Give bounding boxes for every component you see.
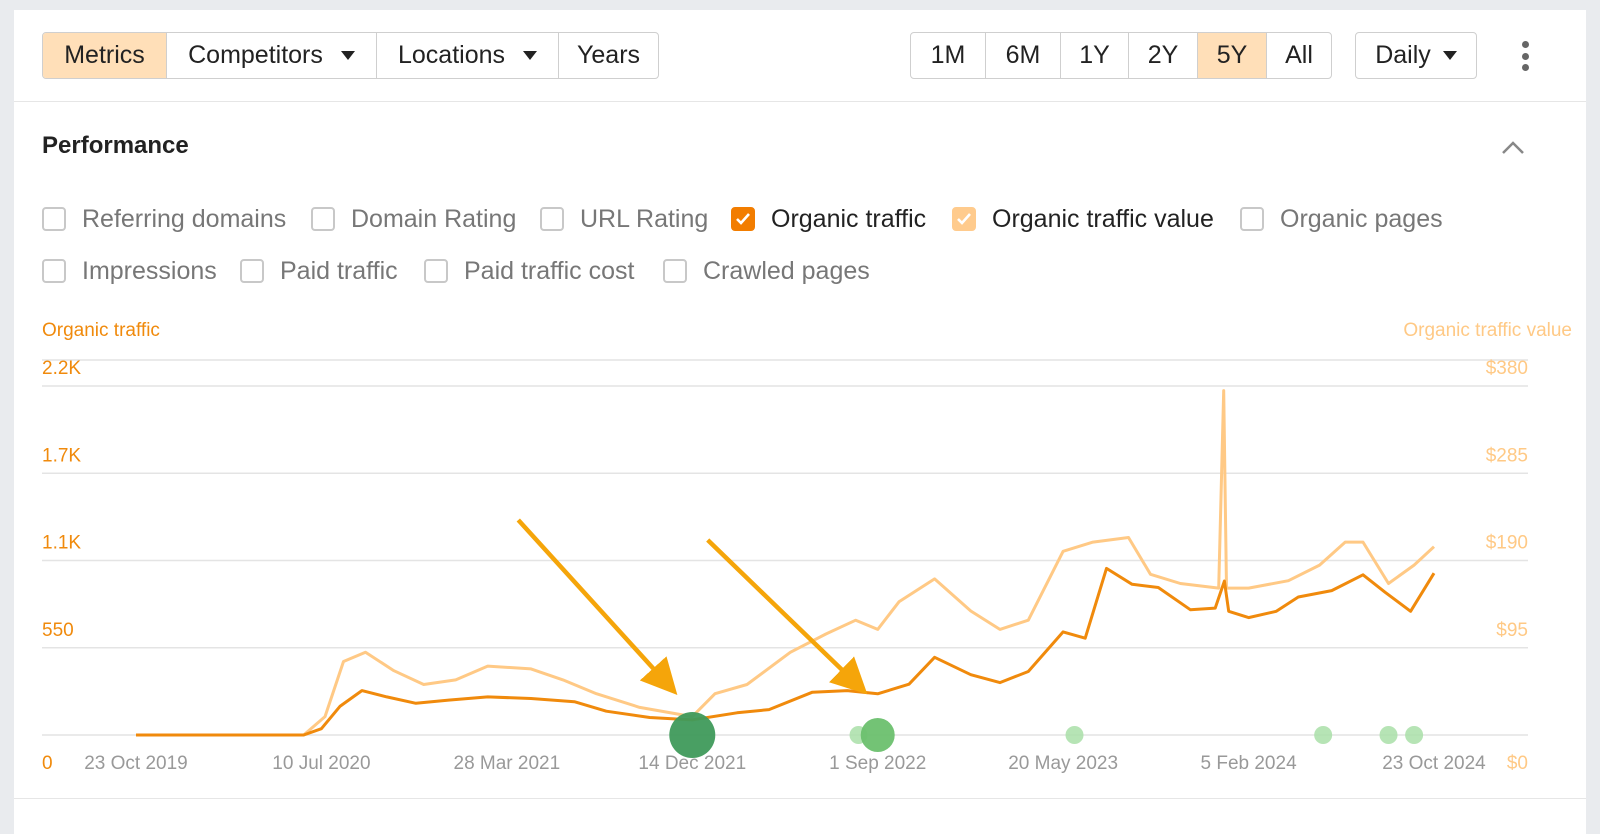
x-tick-label: 1 Sep 2022 xyxy=(829,753,926,774)
checkbox[interactable] xyxy=(1240,207,1264,231)
competitors-dropdown[interactable]: Competitors xyxy=(167,33,377,78)
metric-label: Impressions xyxy=(82,256,217,285)
update-marker[interactable] xyxy=(1379,726,1398,744)
metric-label: Organic traffic value xyxy=(992,204,1214,233)
metric-label: Paid traffic xyxy=(280,256,398,285)
metric-domain-rating[interactable]: Domain Rating xyxy=(311,204,516,234)
checkbox[interactable] xyxy=(424,259,448,283)
caret-down-icon xyxy=(340,51,355,60)
update-marker[interactable] xyxy=(669,712,716,758)
metric-paid-traffic[interactable]: Paid traffic xyxy=(240,256,398,286)
metric-label: Paid traffic cost xyxy=(464,256,635,285)
y-tick-left: 1.1K xyxy=(42,533,81,554)
metric-label: Organic traffic xyxy=(771,204,927,233)
range-all[interactable]: All xyxy=(1267,33,1331,78)
competitors-label: Competitors xyxy=(188,41,323,69)
metric-referring-domains[interactable]: Referring domains xyxy=(42,204,286,234)
range-5y[interactable]: 5Y xyxy=(1198,33,1267,78)
checkbox[interactable] xyxy=(42,259,66,283)
metric-label: Referring domains xyxy=(82,204,287,233)
range-1y-label: 1Y xyxy=(1079,41,1110,69)
checkbox[interactable] xyxy=(663,259,687,283)
tab-years[interactable]: Years xyxy=(559,33,658,78)
metric-url-rating[interactable]: URL Rating xyxy=(540,204,708,234)
update-marker[interactable] xyxy=(1405,726,1424,744)
checkbox[interactable] xyxy=(42,207,66,231)
range-6m[interactable]: 6M xyxy=(986,33,1061,78)
section-title: Performance xyxy=(42,132,189,159)
locations-dropdown[interactable]: Locations xyxy=(377,33,559,78)
y-tick-left: 1.7K xyxy=(42,445,81,466)
y-tick-right: $190 xyxy=(1486,533,1528,554)
left-axis-title: Organic traffic xyxy=(42,320,160,341)
range-all-label: All xyxy=(1285,41,1313,69)
x-tick-label: 23 Oct 2024 xyxy=(1382,753,1486,774)
y-tick-right: $285 xyxy=(1486,445,1528,466)
view-tabs: Metrics Competitors Locations Years xyxy=(42,32,659,79)
range-2y-label: 2Y xyxy=(1147,41,1179,69)
range-6m-label: 6M xyxy=(1005,41,1041,69)
metric-organic-traffic[interactable]: Organic traffic xyxy=(731,204,926,234)
checkbox[interactable] xyxy=(311,207,335,231)
more-vertical-icon[interactable] xyxy=(1520,41,1530,71)
tab-metrics-label: Metrics xyxy=(64,41,145,69)
locations-label: Locations xyxy=(397,41,506,69)
toolbar: Metrics Competitors Locations Years 1M 6… xyxy=(14,10,1586,102)
interval-dropdown[interactable]: Daily xyxy=(1355,32,1477,79)
x-tick-label: 14 Dec 2021 xyxy=(638,753,746,774)
metric-label: Crawled pages xyxy=(703,256,870,285)
metric-impressions[interactable]: Impressions xyxy=(42,256,217,286)
metric-crawled-pages[interactable]: Crawled pages xyxy=(663,256,870,286)
interval-label: Daily xyxy=(1375,41,1431,69)
annotation-arrow xyxy=(706,538,868,695)
y-tick-left: 550 xyxy=(42,620,74,641)
tab-years-label: Years xyxy=(577,41,641,69)
update-marker[interactable] xyxy=(1065,726,1084,744)
metric-label: Organic pages xyxy=(1280,204,1443,233)
check-icon xyxy=(957,213,971,225)
caret-down-icon xyxy=(523,51,538,60)
x-tick-label: 28 Mar 2021 xyxy=(454,753,561,774)
metric-label: URL Rating xyxy=(580,204,709,233)
y-tick-right: $0 xyxy=(1507,753,1528,774)
y-tick-left: 0 xyxy=(42,753,53,774)
y-tick-left: 2.2K xyxy=(42,358,81,379)
x-tick-label: 23 Oct 2019 xyxy=(84,753,188,774)
divider xyxy=(14,798,1586,799)
metric-organic-traffic-value[interactable]: Organic traffic value xyxy=(952,204,1214,234)
update-marker[interactable] xyxy=(1314,726,1333,744)
x-tick-label: 10 Jul 2020 xyxy=(272,753,370,774)
range-5y-label: 5Y xyxy=(1216,41,1248,69)
performance-chart[interactable]: 550 $95 1.1K $190 1.7K $285 2.2K $380 0 $0 23 Oct … xyxy=(14,10,1586,800)
chevron-up-icon[interactable] xyxy=(1500,138,1526,156)
x-tick-label: 5 Feb 2024 xyxy=(1201,753,1298,774)
range-1m-label: 1M xyxy=(930,41,966,69)
range-1m[interactable]: 1M xyxy=(911,33,986,78)
range-1y[interactable]: 1Y xyxy=(1061,33,1129,78)
checkbox[interactable] xyxy=(540,207,564,231)
annotation-arrow xyxy=(516,518,678,695)
range-2y[interactable]: 2Y xyxy=(1129,33,1198,78)
right-axis-title: Organic traffic value xyxy=(1403,320,1572,341)
metric-organic-pages[interactable]: Organic pages xyxy=(1240,204,1443,234)
series-line-organic-traffic xyxy=(136,566,1436,737)
metric-paid-traffic-cost[interactable]: Paid traffic cost xyxy=(424,256,634,286)
check-icon xyxy=(736,213,750,225)
checkbox-checked[interactable] xyxy=(731,207,755,231)
caret-down-icon xyxy=(1442,51,1457,60)
range-selector: 1M 6M 1Y 2Y 5Y All xyxy=(910,32,1332,79)
y-tick-right: $380 xyxy=(1486,358,1528,379)
performance-card: Metrics Competitors Locations Years 1M 6… xyxy=(14,10,1586,834)
y-tick-right: $95 xyxy=(1496,620,1528,641)
checkbox-checked[interactable] xyxy=(952,207,976,231)
checkbox[interactable] xyxy=(240,259,264,283)
update-marker[interactable] xyxy=(860,718,895,752)
metric-label: Domain Rating xyxy=(351,204,517,233)
x-tick-label: 20 May 2023 xyxy=(1008,753,1118,774)
series-line-organic-traffic-value xyxy=(136,389,1436,737)
tab-metrics[interactable]: Metrics xyxy=(43,33,167,78)
